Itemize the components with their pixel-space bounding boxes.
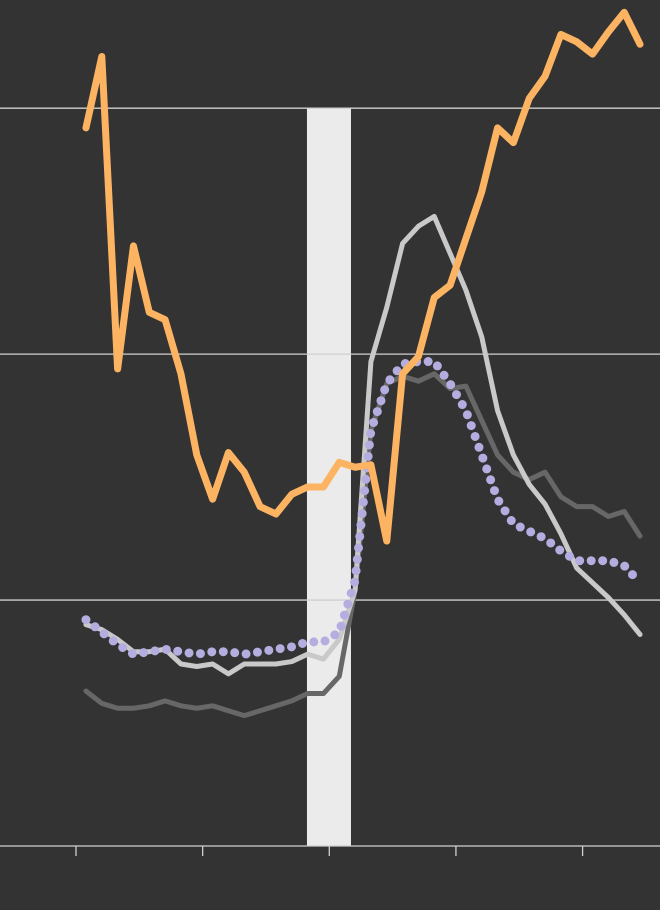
- series-line: [82, 8, 644, 545]
- series-line: [81, 357, 645, 659]
